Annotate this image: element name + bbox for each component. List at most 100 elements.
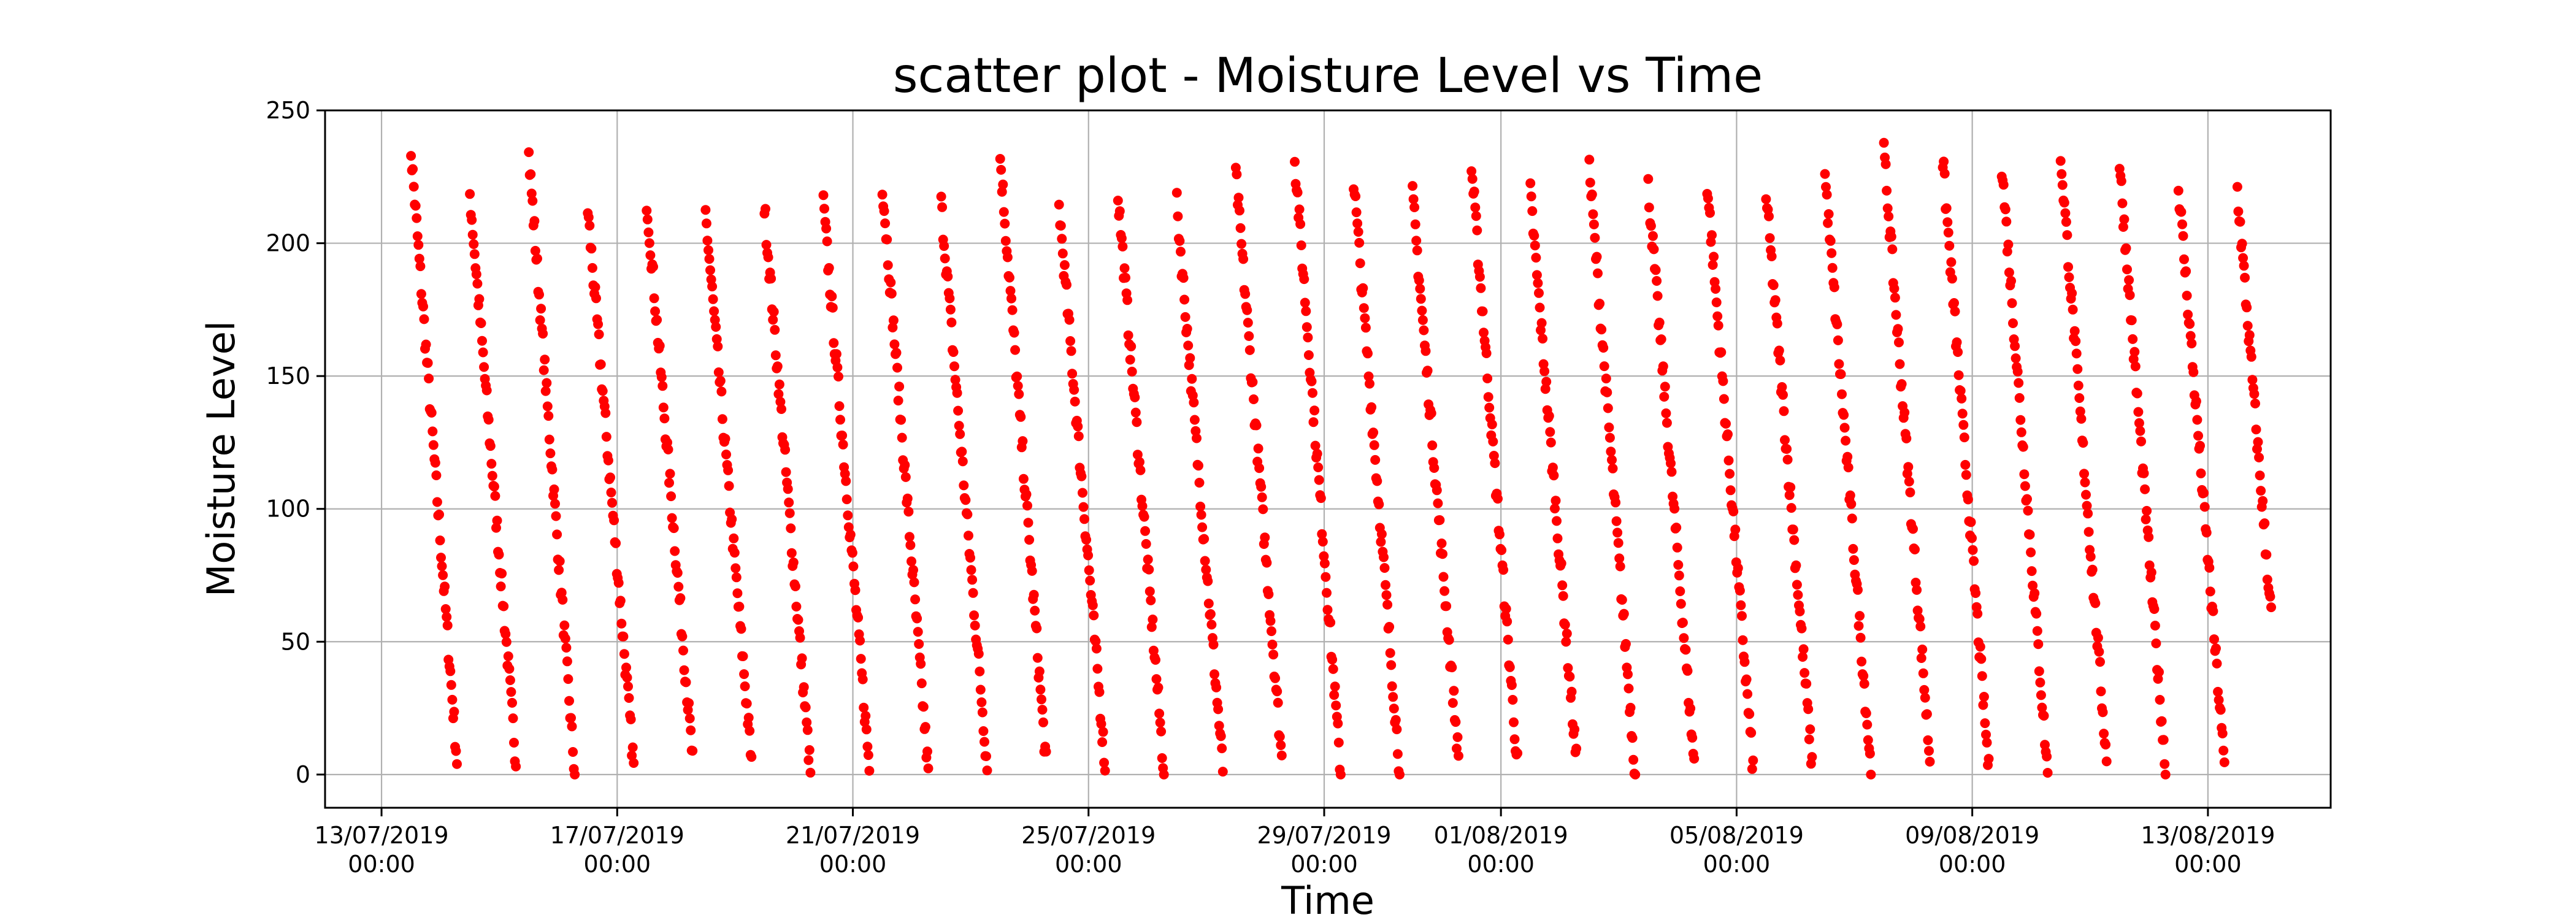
data-point	[2173, 185, 2183, 196]
data-point	[1587, 190, 1597, 199]
data-point	[539, 365, 549, 375]
data-point	[2260, 518, 2270, 529]
data-point	[436, 553, 446, 563]
data-point	[1154, 708, 1165, 719]
data-point	[841, 494, 852, 505]
data-point	[1439, 586, 1450, 596]
data-point	[1952, 337, 1962, 347]
data-point	[650, 306, 661, 316]
data-point	[1208, 640, 1219, 650]
data-point	[642, 214, 653, 224]
data-point	[923, 763, 933, 773]
data-point	[861, 724, 872, 735]
data-point	[834, 401, 845, 412]
data-point	[2124, 275, 2134, 285]
data-point	[1823, 209, 1834, 219]
data-point	[679, 665, 689, 675]
data-point	[1646, 221, 1656, 231]
data-point	[1452, 743, 1462, 754]
data-point	[715, 375, 726, 386]
data-point	[603, 455, 613, 466]
data-point	[1322, 605, 1333, 615]
data-point	[1490, 458, 1500, 469]
data-point	[1966, 517, 1976, 527]
data-point	[1920, 692, 1930, 703]
data-point	[2075, 406, 2085, 416]
data-point	[2242, 321, 2253, 331]
data-point	[1037, 694, 1046, 705]
data-point	[1260, 532, 1270, 543]
data-point	[763, 252, 773, 263]
data-point	[1625, 702, 1636, 713]
data-point	[1294, 204, 1305, 215]
data-point	[1896, 379, 1907, 389]
data-point	[954, 421, 964, 431]
data-point	[1007, 305, 1018, 315]
data-point	[1243, 318, 1253, 328]
data-point	[1711, 284, 1721, 294]
data-point	[1484, 402, 1495, 413]
data-point	[2023, 505, 2033, 516]
data-point	[1126, 341, 1137, 351]
data-point	[949, 361, 959, 372]
data-point	[721, 450, 731, 459]
data-point	[1467, 174, 1478, 184]
data-point	[1736, 600, 1746, 610]
data-point	[1412, 245, 1422, 256]
data-point	[981, 751, 991, 761]
data-point	[1708, 260, 1718, 270]
data-point	[1541, 377, 1552, 387]
data-point	[656, 372, 667, 382]
data-point	[970, 620, 980, 631]
data-point	[1796, 623, 1807, 634]
data-point	[1899, 407, 1910, 418]
data-point	[1262, 558, 1272, 568]
data-point	[1891, 310, 1901, 320]
y-tick-label: 50	[281, 628, 310, 655]
data-point	[1798, 652, 1808, 662]
data-point	[1292, 187, 1303, 197]
x-tick-time-label: 00:00	[1290, 851, 1358, 878]
data-point	[2010, 341, 2020, 351]
data-point	[1588, 209, 1598, 220]
data-point	[900, 460, 910, 470]
grid-lines	[325, 109, 2331, 808]
data-point	[2217, 728, 2228, 738]
data-point	[652, 315, 662, 325]
data-point	[1135, 457, 1144, 467]
data-point	[686, 725, 696, 735]
data-point	[1903, 462, 1914, 472]
data-point	[1233, 193, 1244, 203]
data-point	[1628, 754, 1639, 765]
data-point	[1214, 721, 1224, 731]
data-point	[1329, 690, 1340, 700]
data-point	[1566, 686, 1577, 697]
data-point	[805, 767, 816, 778]
data-point	[1032, 623, 1042, 634]
data-point	[1919, 684, 1930, 695]
data-point	[740, 681, 750, 691]
data-point	[648, 261, 658, 272]
data-point	[1571, 743, 1582, 754]
data-point	[1316, 493, 1326, 504]
data-point	[497, 569, 507, 579]
data-point	[501, 637, 512, 647]
data-point	[889, 339, 900, 350]
data-point	[745, 726, 755, 736]
data-point	[526, 188, 537, 199]
data-point	[1354, 237, 1365, 248]
data-point	[704, 254, 715, 264]
data-point	[1385, 648, 1395, 658]
data-point	[1960, 459, 1971, 470]
data-point	[1487, 420, 1497, 429]
data-point	[1674, 570, 1684, 581]
data-point	[1535, 302, 1545, 313]
data-point	[1205, 609, 1216, 619]
data-point	[1066, 346, 1076, 356]
data-point	[769, 307, 779, 317]
data-point	[1975, 642, 1985, 652]
data-point	[1333, 718, 1343, 729]
data-point	[2069, 326, 2080, 336]
data-point	[1235, 223, 1246, 233]
data-point	[1469, 186, 1479, 197]
